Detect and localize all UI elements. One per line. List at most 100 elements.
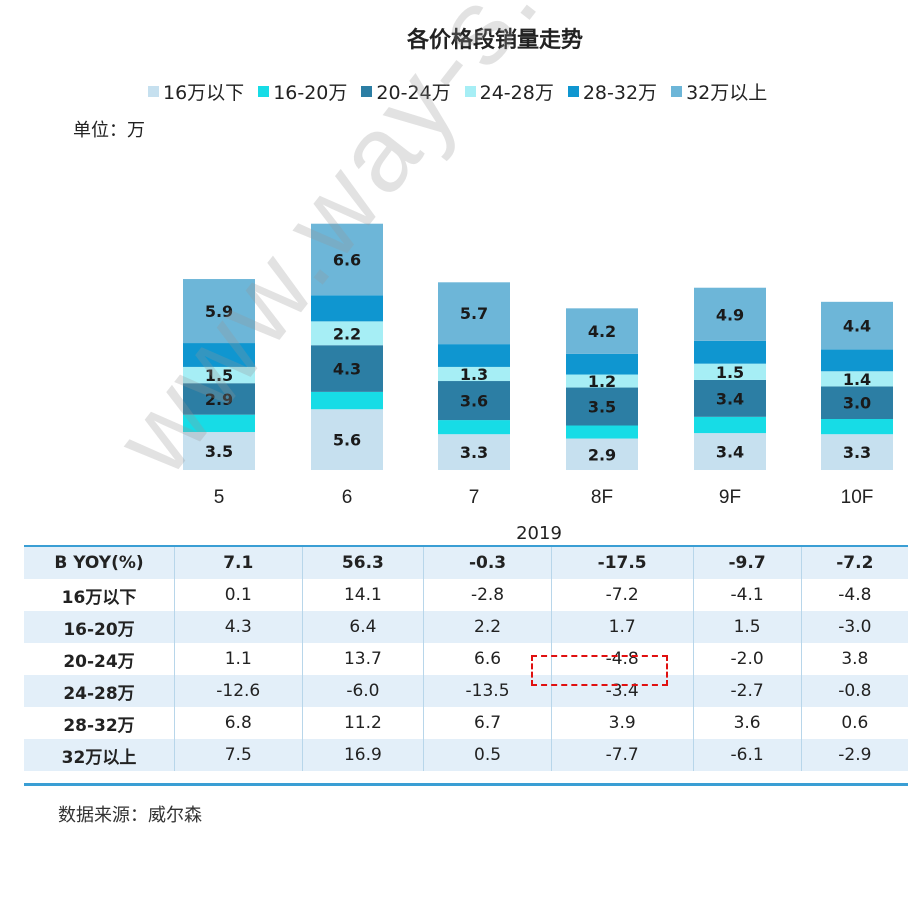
chart-title: 各价格段销量走势 (406, 28, 583, 53)
bar-segment (311, 391, 383, 410)
bar-segment (694, 379, 766, 417)
table-cell: -2.8 (423, 579, 552, 611)
table-cell: 11.2 (302, 707, 425, 739)
row-label: B YOY(%) (24, 547, 175, 579)
data-label: 3.4 (716, 389, 744, 408)
legend-label: 24-28万 (479, 82, 554, 104)
row-label: 32万以上 (24, 739, 175, 771)
data-label: 5.9 (205, 302, 233, 321)
bar-segment (438, 434, 510, 470)
table-cell: 4.3 (174, 611, 303, 643)
table-top-border (24, 545, 908, 548)
legend-label: 28-32万 (582, 82, 658, 104)
data-label: 1.4 (843, 370, 871, 389)
row-label: 20-24万 (24, 643, 175, 675)
legend-item: 20-24万 (361, 78, 451, 105)
bar-segment (438, 381, 510, 421)
row-label: 16万以下 (24, 579, 175, 611)
data-label: 4.2 (588, 322, 616, 341)
legend-swatch (671, 86, 683, 97)
yoy-table: B YOY(%) 7.1 56.3 -0.3 -17.5 -9.7 -7.2 16万以下 0.1… (24, 547, 908, 771)
data-label: 4.3 (333, 360, 361, 379)
bar-segment (821, 386, 893, 420)
table-cell: 6.8 (174, 707, 303, 739)
bar-segment (183, 414, 255, 433)
table-row: 16万以下 0.1 14.1 -2.8 -7.2 -4.1 -4.8 (24, 579, 908, 611)
table-row: 16-20万 4.3 6.4 2.2 1.7 1.5 -3.0 (24, 611, 908, 643)
bar-segment (438, 420, 510, 435)
table-cell: -7.7 (551, 739, 694, 771)
data-label: 3.4 (716, 443, 744, 462)
table-cell: -0.8 (801, 675, 908, 707)
table-cell: 3.6 (693, 707, 802, 739)
bar-segment (311, 345, 383, 392)
table-cell: 56.3 (302, 547, 425, 579)
data-label: 1.2 (588, 372, 616, 391)
x-group-label: 2019 (516, 523, 562, 544)
bar-segment (183, 383, 255, 415)
bar-segment (821, 371, 893, 387)
table-cell: -13.5 (423, 675, 552, 707)
table-row: 32万以上 7.5 16.9 0.5 -7.7 -6.1 -2.9 (24, 739, 908, 771)
stacked-bar-chart: 3.5 2.9 1.5 5.9 5 5.6 4.3 2.2 6.6 6 3.3 3.6 1.3 5.7 7 2… (183, 223, 893, 508)
table-bottom-border (24, 783, 908, 786)
x-tick-label: 6 (342, 487, 353, 508)
table-cell: -2.9 (801, 739, 908, 771)
table-cell: -4.1 (693, 579, 802, 611)
highlight-box (531, 655, 668, 686)
data-label: 3.5 (588, 398, 616, 417)
row-label: 24-28万 (24, 675, 175, 707)
table-cell: -7.2 (551, 579, 694, 611)
bar-segment (438, 344, 510, 367)
table-row: 24-28万 -12.6 -6.0 -13.5 -3.4 -2.7 -0.8 (24, 675, 908, 707)
data-label: 4.4 (843, 317, 871, 336)
bar-segment (183, 343, 255, 367)
table-cell: -2.0 (693, 643, 802, 675)
table-cell: -7.2 (801, 547, 908, 579)
source-note: 数据来源：威尔森 (58, 805, 202, 826)
bar-segment (566, 438, 638, 470)
data-label: 2.9 (205, 390, 233, 409)
table-cell: -4.8 (551, 643, 694, 675)
legend-swatch (361, 86, 373, 97)
x-tick-label: 5 (214, 487, 225, 508)
bar-segment (566, 353, 638, 375)
data-label: 3.0 (843, 394, 871, 413)
data-label: 3.5 (205, 442, 233, 461)
bar-segment (694, 287, 766, 341)
legend-item: 16万以下 (148, 78, 244, 105)
data-label: 1.5 (716, 363, 744, 382)
table-cell: -12.6 (174, 675, 303, 707)
bar-segment (566, 308, 638, 354)
table-cell: 1.5 (693, 611, 802, 643)
table-row: B YOY(%) 7.1 56.3 -0.3 -17.5 -9.7 -7.2 (24, 547, 908, 579)
data-label: 3.3 (460, 443, 488, 462)
unit-label: 单位：万 (73, 120, 145, 141)
bar-segment (821, 434, 893, 470)
data-label: 5.7 (460, 304, 488, 323)
x-tick-label: 8F (591, 487, 613, 508)
legend-swatch (464, 86, 476, 97)
table-cell: 0.1 (174, 579, 303, 611)
table-row: 28-32万 6.8 11.2 6.7 3.9 3.6 0.6 (24, 707, 908, 739)
legend-item: 28-32万 (567, 78, 658, 105)
table-row: 20-24万 1.1 13.7 6.6 -4.8 -2.0 3.8 (24, 643, 908, 675)
table-cell: -6.0 (302, 675, 425, 707)
table-cell: -3.0 (801, 611, 908, 643)
bar-segment (566, 374, 638, 388)
table-cell: -9.7 (693, 547, 802, 579)
chart-legend: 16万以下 16-20万 20-24万 24-28万 28-32万 32万以上 (148, 78, 781, 105)
data-label: 1.3 (460, 365, 488, 384)
x-tick-label: 7 (469, 487, 480, 508)
table-cell: -3.4 (551, 675, 694, 707)
bar-segment (694, 363, 766, 380)
table-cell: 2.2 (423, 611, 552, 643)
bar-segment (183, 279, 255, 344)
data-label: 1.5 (205, 366, 233, 385)
legend-label: 32万以上 (686, 82, 768, 104)
bar-segment (566, 387, 638, 426)
table-cell: 7.5 (174, 739, 303, 771)
legend-label: 16-20万 (273, 82, 348, 104)
table-cell: 3.9 (551, 707, 694, 739)
legend-swatch (258, 86, 270, 97)
